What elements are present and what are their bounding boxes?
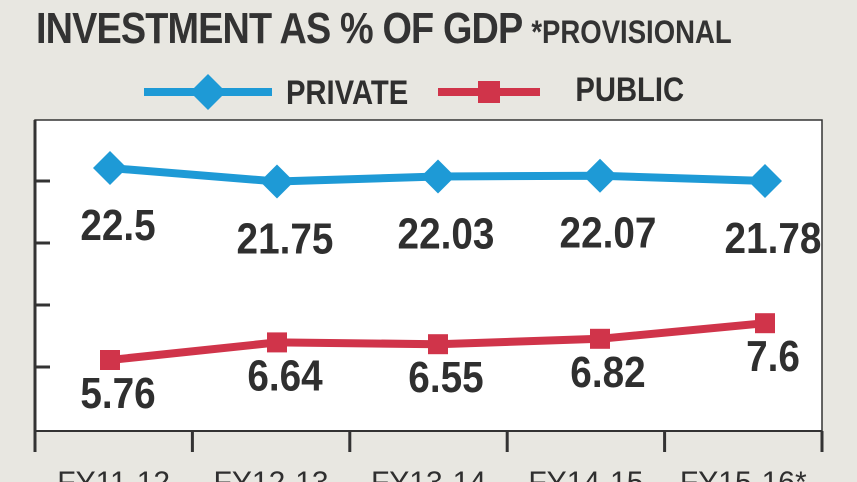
data-label: 22.5 — [80, 200, 155, 250]
x-tick-label: FY14-15 — [528, 466, 643, 482]
data-label: 6.55 — [408, 352, 483, 402]
x-tick-label: FY13-14 — [371, 466, 486, 482]
data-point-marker — [590, 328, 610, 349]
data-label: 21.78 — [725, 213, 822, 263]
x-tick-label: FY12-13 — [214, 466, 329, 482]
x-tick-label: FY15-16* — [680, 466, 807, 482]
data-point-marker — [421, 159, 455, 194]
data-label: 21.75 — [237, 213, 334, 263]
title-text: INVESTMENT AS % OF GDP — [36, 4, 523, 53]
data-point-marker — [100, 350, 120, 370]
chart-title: INVESTMENT AS % OF GDP *PROVISIONAL — [36, 4, 732, 54]
data-point-marker — [748, 163, 782, 198]
legend-marker-private — [190, 74, 226, 110]
subtitle-text: *PROVISIONAL — [531, 14, 732, 50]
data-point-marker — [267, 332, 287, 353]
data-point-marker — [755, 313, 775, 334]
data-label: 22.03 — [398, 208, 495, 258]
data-label: 5.76 — [80, 368, 155, 418]
data-label: 6.64 — [247, 350, 322, 400]
data-label: 6.82 — [570, 346, 645, 396]
data-point-marker — [428, 334, 448, 355]
data-point-marker — [93, 151, 127, 185]
data-label: 7.6 — [746, 331, 800, 381]
legend-label-private: PRIVATE — [286, 73, 408, 112]
legend-marker-public — [478, 81, 500, 103]
data-point-marker — [260, 164, 294, 199]
data-point-marker — [583, 158, 617, 193]
x-tick-label: FY11-12 — [57, 466, 170, 482]
legend-label-public: PUBLIC — [575, 70, 684, 109]
data-label: 22.07 — [560, 207, 657, 257]
